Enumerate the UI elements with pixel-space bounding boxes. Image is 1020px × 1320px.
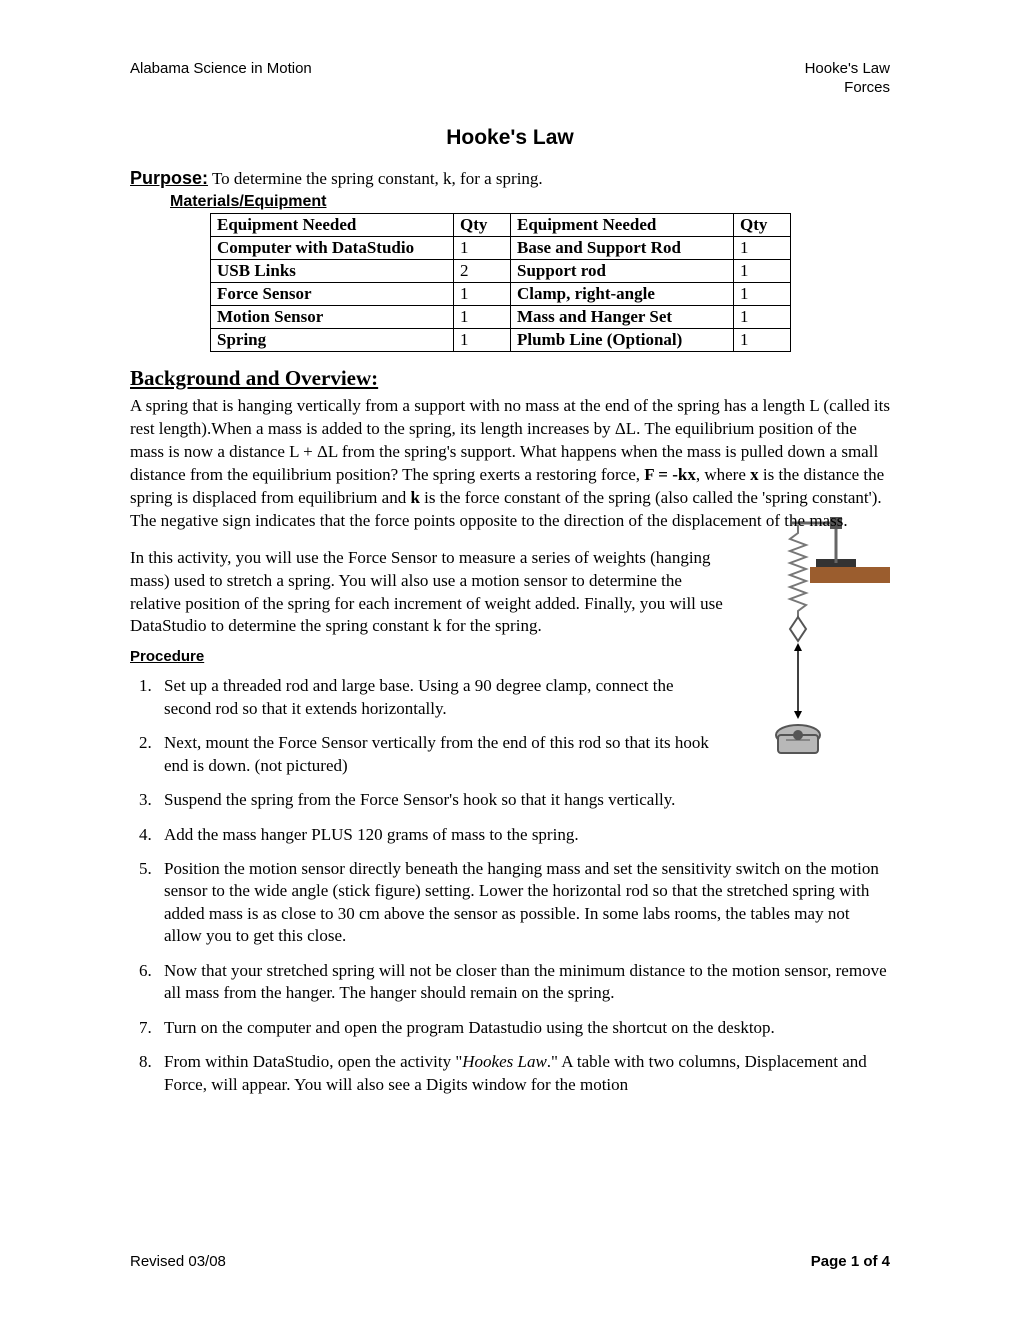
purpose-line: Purpose: To determine the spring constan… [130,168,890,189]
procedure-step: Now that your stretched spring will not … [156,960,890,1005]
procedure-step: Suspend the spring from the Force Sensor… [156,789,724,811]
background-heading: Background and Overview: [130,366,890,391]
footer-left: Revised 03/08 [130,1253,226,1270]
col-header: Qty [454,214,511,237]
materials-label: Materials/Equipment [170,193,890,211]
col-header: Qty [734,214,791,237]
col-header: Equipment Needed [511,214,734,237]
table-row: Computer with DataStudio 1 Base and Supp… [211,237,791,260]
header-right: Hooke's Law [805,60,890,77]
table-row: Motion Sensor 1 Mass and Hanger Set 1 [211,306,791,329]
background-para-1: A spring that is hanging vertically from… [130,395,890,533]
apparatus-figure [740,517,890,767]
procedure-step: Position the motion sensor directly bene… [156,858,890,948]
equipment-table: Equipment Needed Qty Equipment Needed Qt… [210,213,791,352]
procedure-step: From within DataStudio, open the activit… [156,1051,890,1096]
procedure-step: Set up a threaded rod and large base. Us… [156,675,724,720]
table-row: USB Links 2 Support rod 1 [211,260,791,283]
table-row: Force Sensor 1 Clamp, right-angle 1 [211,283,791,306]
purpose-text: To determine the spring constant, k, for… [208,169,543,188]
col-header: Equipment Needed [211,214,454,237]
header-left: Alabama Science in Motion [130,60,312,77]
procedure-step: Add the mass hanger PLUS 120 grams of ma… [156,824,890,846]
header-sub: Forces [130,79,890,96]
procedure-step: Next, mount the Force Sensor vertically … [156,732,724,777]
table-header-row: Equipment Needed Qty Equipment Needed Qt… [211,214,791,237]
page-title: Hooke's Law [130,126,890,150]
footer-page: Page 1 of 4 [811,1253,890,1270]
table-row: Spring 1 Plumb Line (Optional) 1 [211,329,791,352]
apparatus-svg [740,517,890,767]
procedure-step: Turn on the computer and open the progra… [156,1017,890,1039]
purpose-label: Purpose: [130,168,208,188]
